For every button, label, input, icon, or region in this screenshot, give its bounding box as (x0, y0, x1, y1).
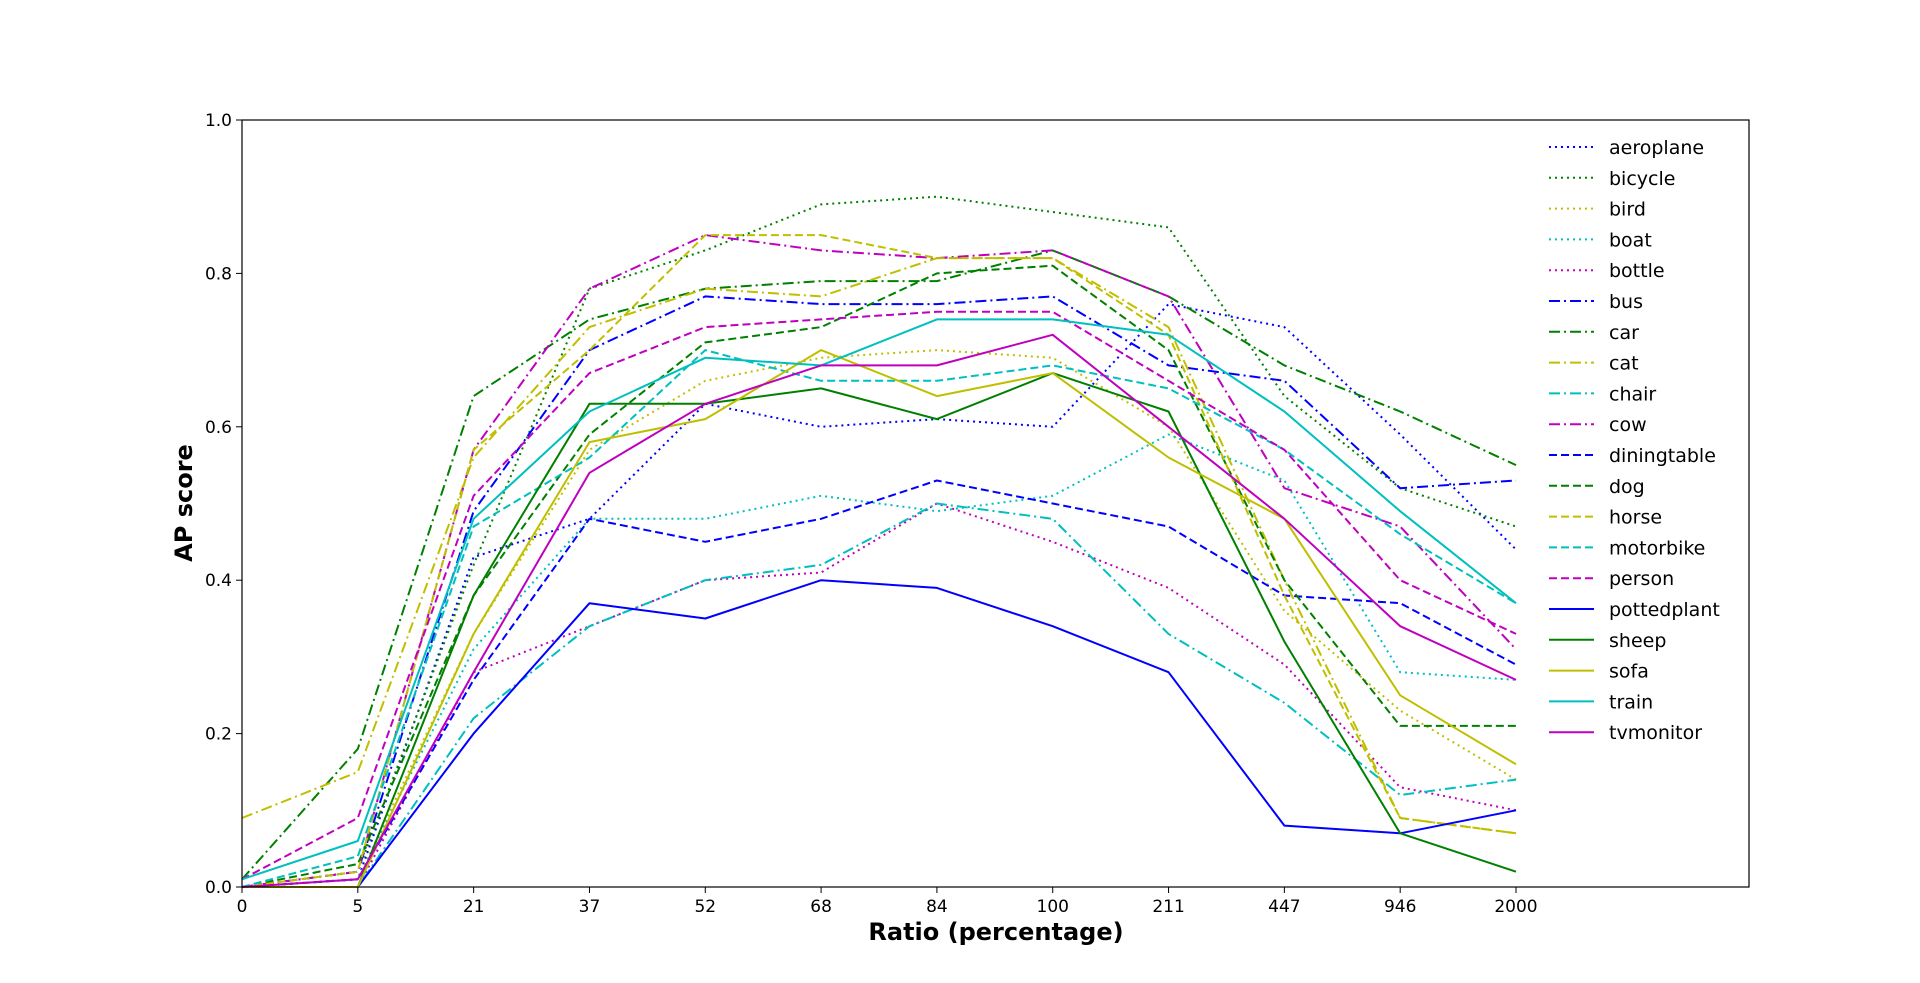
series-line-bus (241, 295, 1517, 888)
legend-label-aeroplane: aeroplane (1609, 137, 1704, 159)
x-tick-label: 211 (1152, 897, 1184, 917)
legend-label-pottedplant: pottedplant (1609, 599, 1720, 621)
x-tick-label: 2000 (1494, 897, 1537, 917)
series-line-car (241, 249, 1517, 880)
legend-label-tvmonitor: tvmonitor (1609, 722, 1702, 744)
x-tick-label: 946 (1384, 897, 1416, 917)
y-tick-label: 0.2 (205, 725, 232, 745)
x-axis-title: Ratio (percentage) (868, 918, 1123, 946)
legend-label-cat: cat (1609, 353, 1639, 375)
x-tick-label: 52 (694, 897, 716, 917)
legend: aeroplane bicycle bird boat bottle bus car cat c… (1549, 137, 1720, 744)
series-line-motorbike (241, 349, 1517, 888)
y-tick-label: 0.6 (205, 418, 232, 438)
series-line-dog (241, 264, 1516, 888)
legend-label-bottle: bottle (1609, 260, 1665, 282)
series-line-horse (241, 234, 1517, 888)
series-line-pottedplant (242, 579, 1517, 888)
series-line-diningtable (241, 479, 1517, 888)
legend-label-chair: chair (1609, 383, 1656, 405)
y-tick-label: 0.0 (205, 878, 232, 898)
legend-label-motorbike: motorbike (1609, 537, 1705, 559)
plot-area-frame (241, 119, 1750, 888)
y-axis: 0.0 0.2 0.4 0.6 0.8 1.0 (205, 111, 242, 898)
x-tick-label: 100 (1037, 897, 1069, 917)
x-axis: 0 5 21 37 52 68 84 100 211 447 946 2000 (237, 887, 1538, 917)
legend-label-bicycle: bicycle (1609, 168, 1675, 190)
y-tick-label: 1.0 (205, 111, 232, 131)
legend-label-dog: dog (1609, 476, 1645, 498)
x-tick-label: 447 (1268, 897, 1300, 917)
legend-label-bus: bus (1609, 291, 1643, 313)
legend-label-cow: cow (1609, 414, 1647, 436)
series-line-tvmonitor (241, 333, 1517, 888)
x-tick-label: 84 (926, 897, 948, 917)
series-line-train (241, 318, 1517, 881)
x-tick-label: 5 (352, 897, 363, 917)
y-axis-title: AP score (170, 444, 198, 562)
series-line-boat (241, 433, 1517, 888)
series-line-cow (241, 234, 1517, 888)
y-tick-label: 0.8 (205, 264, 232, 284)
x-tick-label: 0 (237, 897, 248, 917)
series-line-sheep (242, 372, 1517, 888)
legend-label-person: person (1609, 568, 1674, 590)
series-line-person (241, 310, 1517, 881)
x-tick-label: 21 (463, 897, 485, 917)
x-tick-label: 68 (810, 897, 832, 917)
legend-label-sheep: sheep (1609, 630, 1666, 652)
legend-label-car: car (1609, 322, 1639, 344)
legend-label-horse: horse (1609, 507, 1662, 529)
y-tick-label: 0.4 (205, 571, 232, 591)
series-line-aeroplane (241, 303, 1517, 888)
legend-label-diningtable: diningtable (1609, 445, 1716, 467)
series-line-sofa (242, 349, 1517, 888)
series-line-cat (241, 257, 1517, 835)
series-line-bicycle (241, 195, 1517, 888)
legend-label-train: train (1609, 691, 1653, 713)
series-lines (241, 195, 1517, 888)
x-tick-label: 37 (579, 897, 601, 917)
legend-label-boat: boat (1609, 229, 1652, 251)
legend-label-sofa: sofa (1609, 661, 1649, 683)
legend-label-bird: bird (1609, 199, 1646, 221)
